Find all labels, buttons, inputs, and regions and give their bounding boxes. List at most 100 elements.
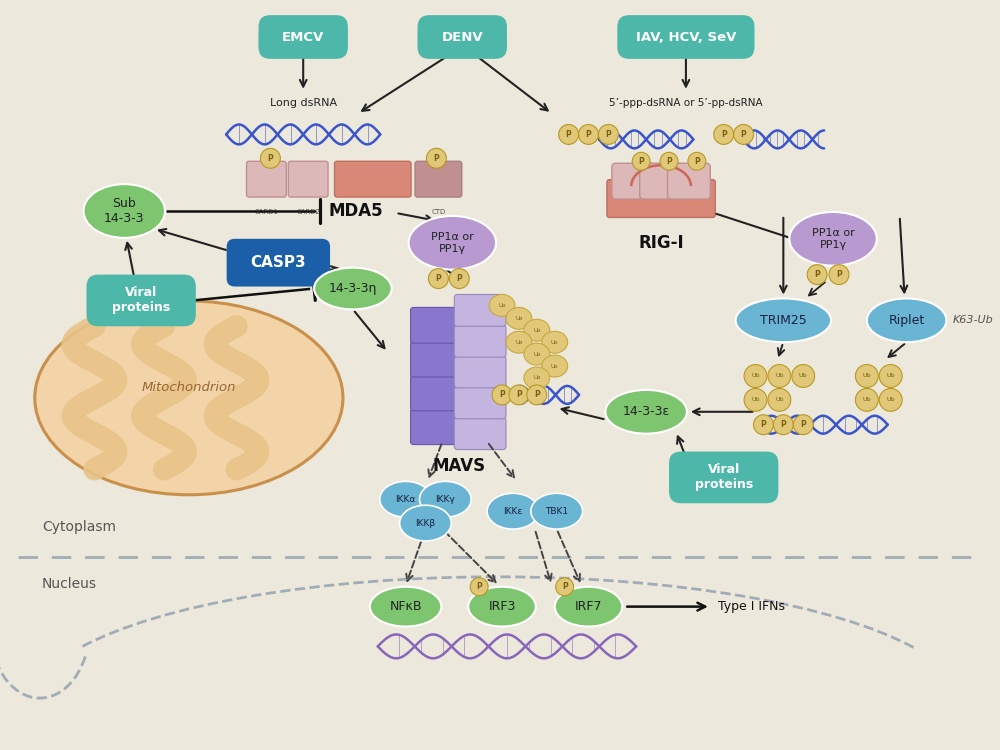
Text: IKKβ: IKKβ (415, 518, 436, 527)
Text: P: P (638, 157, 644, 166)
Text: MDA5: MDA5 (328, 202, 383, 220)
Circle shape (773, 415, 793, 435)
FancyBboxPatch shape (454, 356, 506, 388)
Ellipse shape (84, 184, 165, 238)
Ellipse shape (420, 482, 471, 518)
FancyBboxPatch shape (669, 452, 778, 503)
Text: Ub: Ub (775, 398, 784, 402)
FancyBboxPatch shape (607, 180, 715, 218)
Text: Ub: Ub (515, 340, 523, 345)
Text: Ub: Ub (533, 328, 541, 333)
Text: IRF7: IRF7 (575, 600, 602, 613)
Circle shape (734, 124, 754, 144)
Circle shape (792, 364, 815, 388)
Text: CARD2: CARD2 (296, 209, 320, 215)
Circle shape (470, 578, 488, 596)
Circle shape (807, 265, 827, 284)
Ellipse shape (468, 586, 536, 626)
FancyBboxPatch shape (411, 341, 456, 377)
Ellipse shape (506, 308, 532, 329)
Ellipse shape (314, 268, 392, 310)
Ellipse shape (531, 494, 583, 529)
Circle shape (260, 148, 280, 168)
Text: CASP3: CASP3 (251, 255, 306, 270)
Text: P: P (836, 270, 842, 279)
FancyBboxPatch shape (288, 161, 328, 197)
Ellipse shape (380, 482, 431, 518)
Text: Ub: Ub (775, 374, 784, 379)
Text: TBK1: TBK1 (545, 507, 568, 516)
Text: P: P (436, 274, 441, 283)
Text: Ub: Ub (751, 374, 760, 379)
Ellipse shape (542, 355, 568, 377)
Circle shape (855, 388, 878, 411)
Ellipse shape (555, 586, 622, 626)
Text: Riplet: Riplet (888, 314, 925, 327)
Circle shape (579, 124, 598, 144)
Text: Viral
proteins: Viral proteins (695, 464, 753, 491)
FancyBboxPatch shape (617, 15, 755, 59)
Text: P: P (741, 130, 746, 139)
Text: IRF3: IRF3 (488, 600, 516, 613)
Text: P: P (456, 274, 462, 283)
Text: RIG-I: RIG-I (638, 234, 684, 252)
FancyBboxPatch shape (415, 161, 462, 197)
Text: Nucleus: Nucleus (42, 577, 97, 591)
Circle shape (449, 268, 469, 289)
Ellipse shape (736, 298, 831, 342)
Text: Type I IFNs: Type I IFNs (718, 600, 785, 613)
Circle shape (660, 152, 678, 170)
Ellipse shape (605, 390, 687, 433)
Circle shape (879, 388, 902, 411)
Text: Ub: Ub (533, 352, 541, 356)
Ellipse shape (524, 367, 550, 389)
FancyBboxPatch shape (418, 15, 507, 59)
Text: Ub: Ub (799, 374, 807, 379)
Text: Long dsRNA: Long dsRNA (270, 98, 337, 108)
Circle shape (768, 388, 791, 411)
Text: NFκB: NFκB (389, 600, 422, 613)
Ellipse shape (370, 586, 441, 626)
Text: P: P (814, 270, 820, 279)
Text: Ub: Ub (515, 316, 523, 321)
Text: Ub: Ub (533, 376, 541, 380)
Circle shape (829, 265, 849, 284)
FancyBboxPatch shape (411, 308, 456, 344)
Text: P: P (586, 130, 591, 139)
Text: IKKα: IKKα (395, 495, 416, 504)
Text: Ub: Ub (886, 398, 895, 402)
Text: P: P (606, 130, 611, 139)
Text: P: P (516, 391, 522, 400)
Text: P: P (780, 420, 786, 429)
Text: P: P (562, 582, 568, 591)
Text: P: P (434, 154, 439, 163)
Text: P: P (534, 391, 540, 400)
Text: PP1α or
PP1γ: PP1α or PP1γ (431, 232, 474, 254)
Text: Ub: Ub (551, 364, 558, 368)
Circle shape (793, 415, 813, 435)
FancyBboxPatch shape (640, 164, 682, 199)
Text: P: P (268, 154, 273, 163)
Ellipse shape (789, 212, 877, 266)
Circle shape (426, 148, 446, 168)
Text: P: P (499, 391, 505, 400)
Text: P: P (800, 420, 806, 429)
Text: CARD1: CARD1 (254, 209, 278, 215)
Text: P: P (694, 157, 700, 166)
FancyBboxPatch shape (454, 387, 506, 418)
FancyBboxPatch shape (454, 295, 506, 326)
Text: Ub: Ub (863, 398, 871, 402)
Text: Viral
proteins: Viral proteins (112, 286, 170, 314)
Text: Sub
14-3-3: Sub 14-3-3 (104, 197, 145, 225)
Text: EMCV: EMCV (282, 31, 324, 44)
FancyBboxPatch shape (454, 418, 506, 449)
Text: Mitochondrion: Mitochondrion (142, 382, 236, 394)
Text: Cytoplasm: Cytoplasm (42, 520, 116, 534)
Ellipse shape (542, 332, 568, 353)
Text: Ub: Ub (863, 374, 871, 379)
Text: 14-3-3η: 14-3-3η (329, 282, 377, 295)
FancyBboxPatch shape (227, 238, 330, 286)
Circle shape (744, 364, 767, 388)
Text: MAVS: MAVS (433, 457, 486, 475)
Ellipse shape (524, 320, 550, 341)
